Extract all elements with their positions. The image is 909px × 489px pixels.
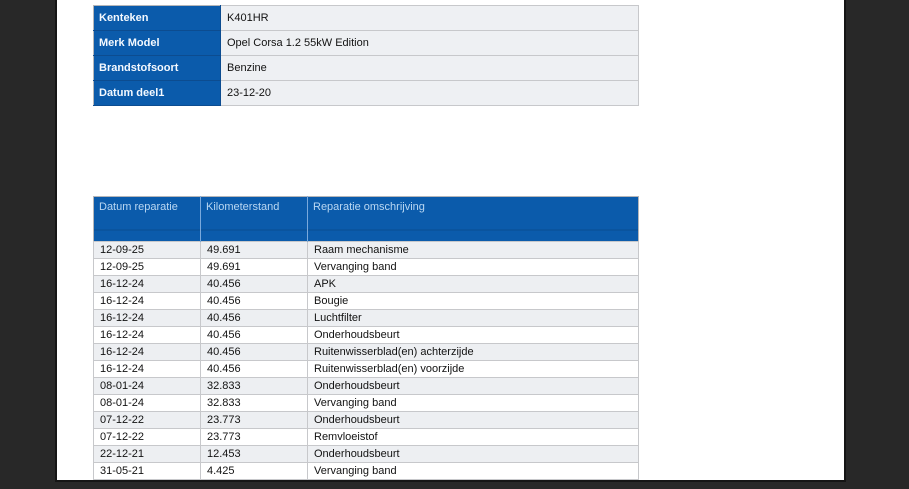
- repair-row: 22-12-21 12.453 Onderhoudsbeurt: [93, 445, 639, 463]
- repair-row: 31-05-21 4.425 Vervanging band: [93, 462, 639, 480]
- repair-row: 16-12-24 40.456 Ruitenwisserblad(en) voorz…: [93, 360, 639, 378]
- repair-odometer: 40.456: [200, 326, 308, 344]
- repair-row: 16-12-24 40.456 APK: [93, 275, 639, 293]
- repair-description: Onderhoudsbeurt: [307, 445, 639, 463]
- repair-date: 12-09-25: [93, 241, 201, 259]
- repair-description: Onderhoudsbeurt: [307, 326, 639, 344]
- repair-description: Ruitenwisserblad(en) achterzijde: [307, 343, 639, 361]
- repair-odometer: 32.833: [200, 377, 308, 395]
- repair-description: Remvloeistof: [307, 428, 639, 446]
- repair-row: 16-12-24 40.456 Bougie: [93, 292, 639, 310]
- field-value: Benzine: [220, 55, 639, 81]
- vehicle-info-row: Datum deel1 23-12-20: [93, 80, 639, 106]
- column-header: Reparatie omschrijving: [307, 196, 639, 242]
- field-value: 23-12-20: [220, 80, 639, 106]
- repair-date: 16-12-24: [93, 360, 201, 378]
- vehicle-info-row: Brandstofsoort Benzine: [93, 55, 639, 81]
- repair-row: 12-09-25 49.691 Vervanging band: [93, 258, 639, 276]
- repair-date: 16-12-24: [93, 309, 201, 327]
- repair-history-table: Datum reparatie Kilometerstand Reparatie o…: [93, 196, 639, 480]
- vehicle-info-row: Merk Model Opel Corsa 1.2 55kW Edition: [93, 30, 639, 56]
- repair-date: 16-12-24: [93, 326, 201, 344]
- repair-description: Ruitenwisserblad(en) voorzijde: [307, 360, 639, 378]
- field-label: Datum deel1: [93, 80, 221, 106]
- repair-odometer: 49.691: [200, 258, 308, 276]
- repair-date: 07-12-22: [93, 428, 201, 446]
- repair-date: 12-09-25: [93, 258, 201, 276]
- document-page: Kenteken K401HR Merk Model Opel Corsa 1.2 5…: [55, 0, 846, 482]
- column-header: Datum reparatie: [93, 196, 201, 242]
- repair-date: 07-12-22: [93, 411, 201, 429]
- field-value: K401HR: [220, 5, 639, 31]
- field-label: Kenteken: [93, 5, 221, 31]
- column-header: Kilometerstand: [200, 196, 308, 242]
- repair-row: 16-12-24 40.456 Onderhoudsbeurt: [93, 326, 639, 344]
- repair-odometer: 40.456: [200, 292, 308, 310]
- repair-description: Onderhoudsbeurt: [307, 411, 639, 429]
- repair-description: Vervanging band: [307, 258, 639, 276]
- repair-table-header-row: Datum reparatie Kilometerstand Reparatie o…: [93, 196, 639, 242]
- vehicle-info-body: Kenteken K401HR Merk Model Opel Corsa 1.2 5…: [93, 5, 639, 106]
- repair-odometer: 23.773: [200, 428, 308, 446]
- repair-row: 16-12-24 40.456 Luchtfilter: [93, 309, 639, 327]
- repair-date: 16-12-24: [93, 343, 201, 361]
- repair-odometer: 49.691: [200, 241, 308, 259]
- repair-row: 12-09-25 49.691 Raam mechanisme: [93, 241, 639, 259]
- repair-description: Vervanging band: [307, 394, 639, 412]
- repair-odometer: 23.773: [200, 411, 308, 429]
- repair-odometer: 12.453: [200, 445, 308, 463]
- field-label: Merk Model: [93, 30, 221, 56]
- field-label: Brandstofsoort: [93, 55, 221, 81]
- repair-odometer: 32.833: [200, 394, 308, 412]
- repair-description: APK: [307, 275, 639, 293]
- vehicle-info-table: Kenteken K401HR Merk Model Opel Corsa 1.2 5…: [93, 5, 639, 106]
- repair-row: 08-01-24 32.833 Vervanging band: [93, 394, 639, 412]
- repair-row: 07-12-22 23.773 Remvloeistof: [93, 428, 639, 446]
- repair-date: 16-12-24: [93, 275, 201, 293]
- field-value: Opel Corsa 1.2 55kW Edition: [220, 30, 639, 56]
- repair-date: 08-01-24: [93, 377, 201, 395]
- repair-date: 16-12-24: [93, 292, 201, 310]
- repair-date: 22-12-21: [93, 445, 201, 463]
- repair-odometer: 40.456: [200, 309, 308, 327]
- repair-row: 16-12-24 40.456 Ruitenwisserblad(en) achte…: [93, 343, 639, 361]
- repair-odometer: 40.456: [200, 360, 308, 378]
- repair-description: Raam mechanisme: [307, 241, 639, 259]
- repair-description: Vervanging band: [307, 462, 639, 480]
- repair-description: Luchtfilter: [307, 309, 639, 327]
- repair-date: 31-05-21: [93, 462, 201, 480]
- repair-row: 07-12-22 23.773 Onderhoudsbeurt: [93, 411, 639, 429]
- repair-description: Bougie: [307, 292, 639, 310]
- repair-date: 08-01-24: [93, 394, 201, 412]
- repair-odometer: 40.456: [200, 343, 308, 361]
- repair-row: 08-01-24 32.833 Onderhoudsbeurt: [93, 377, 639, 395]
- repair-description: Onderhoudsbeurt: [307, 377, 639, 395]
- repair-odometer: 40.456: [200, 275, 308, 293]
- vehicle-info-row: Kenteken K401HR: [93, 5, 639, 31]
- repair-odometer: 4.425: [200, 462, 308, 480]
- repair-table-body: 12-09-25 49.691 Raam mechanisme 12-09-25 49.…: [93, 241, 639, 480]
